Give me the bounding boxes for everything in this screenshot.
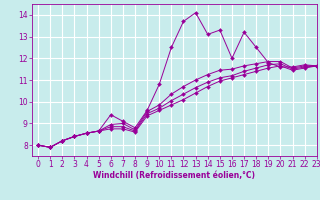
X-axis label: Windchill (Refroidissement éolien,°C): Windchill (Refroidissement éolien,°C): [93, 171, 255, 180]
